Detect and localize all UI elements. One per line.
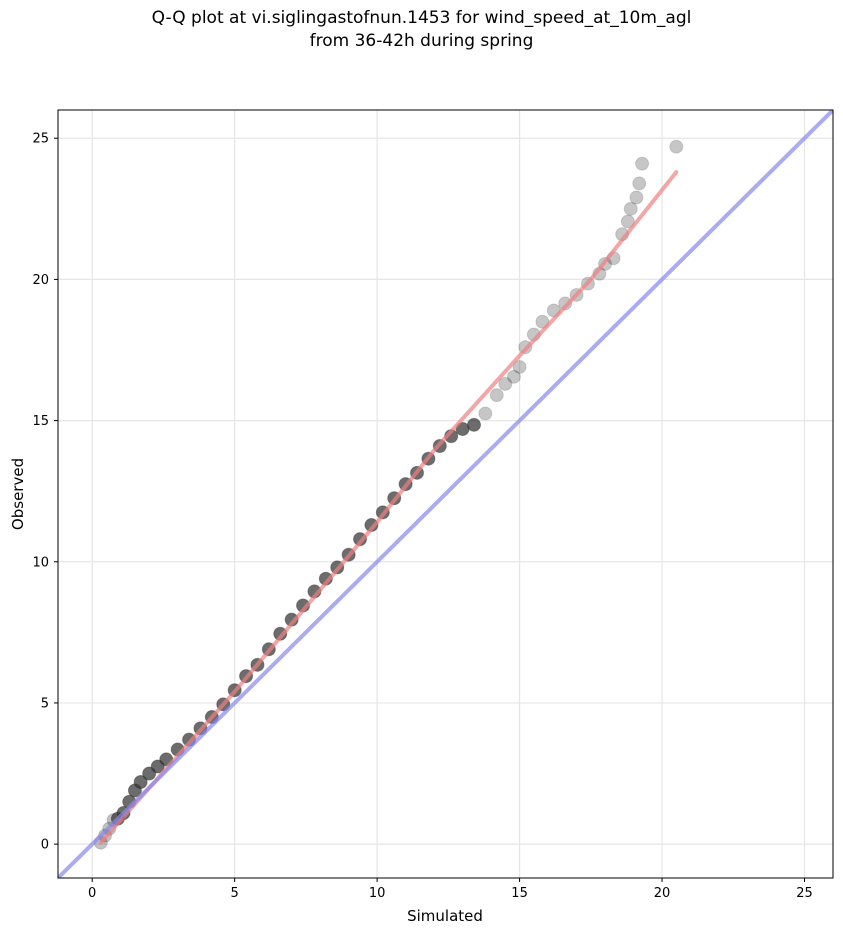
data-point <box>150 759 165 774</box>
data-point <box>558 296 573 311</box>
data-point <box>466 417 481 432</box>
fit-line <box>98 170 679 845</box>
data-point <box>142 766 157 781</box>
y-tick-label: 25 <box>32 132 49 147</box>
x-tick-label: 15 <box>511 886 528 901</box>
data-point <box>512 359 527 374</box>
y-axis-ticks: 0 5 10 15 20 25 <box>32 132 58 853</box>
data-point <box>620 214 635 229</box>
data-point <box>489 388 504 403</box>
data-point <box>669 139 684 154</box>
y-tick-label: 5 <box>41 696 49 711</box>
scatter-points <box>93 139 684 850</box>
y-tick-label: 10 <box>32 555 49 570</box>
x-axis-ticks: 0 5 10 15 20 25 <box>88 878 813 901</box>
data-point <box>506 369 521 384</box>
chart-title-line-1: Q-Q plot at vi.siglingastofnun.1453 for … <box>151 8 692 28</box>
x-tick-label: 0 <box>88 886 96 901</box>
data-point <box>632 176 647 191</box>
x-tick-label: 10 <box>369 886 386 901</box>
plot-frame <box>57 109 834 879</box>
data-point <box>629 190 644 205</box>
y-tick-label: 15 <box>32 414 49 429</box>
x-axis-label: Simulated <box>407 907 483 925</box>
identity-line <box>58 110 833 878</box>
grid-lines <box>58 110 833 878</box>
y-tick-label: 20 <box>32 273 49 288</box>
x-tick-label: 5 <box>231 886 239 901</box>
y-tick-label: 0 <box>41 838 49 853</box>
data-point <box>498 376 513 391</box>
plot-area <box>58 110 833 878</box>
x-tick-label: 20 <box>654 886 671 901</box>
data-point <box>635 156 650 171</box>
chart-title-line-2: from 36-42h during spring <box>309 31 534 51</box>
y-axis-label: Observed <box>9 458 27 530</box>
data-point <box>623 201 638 216</box>
data-point <box>478 406 493 421</box>
data-point <box>133 775 148 789</box>
reference-lines <box>58 110 833 878</box>
x-tick-label: 25 <box>796 886 813 901</box>
